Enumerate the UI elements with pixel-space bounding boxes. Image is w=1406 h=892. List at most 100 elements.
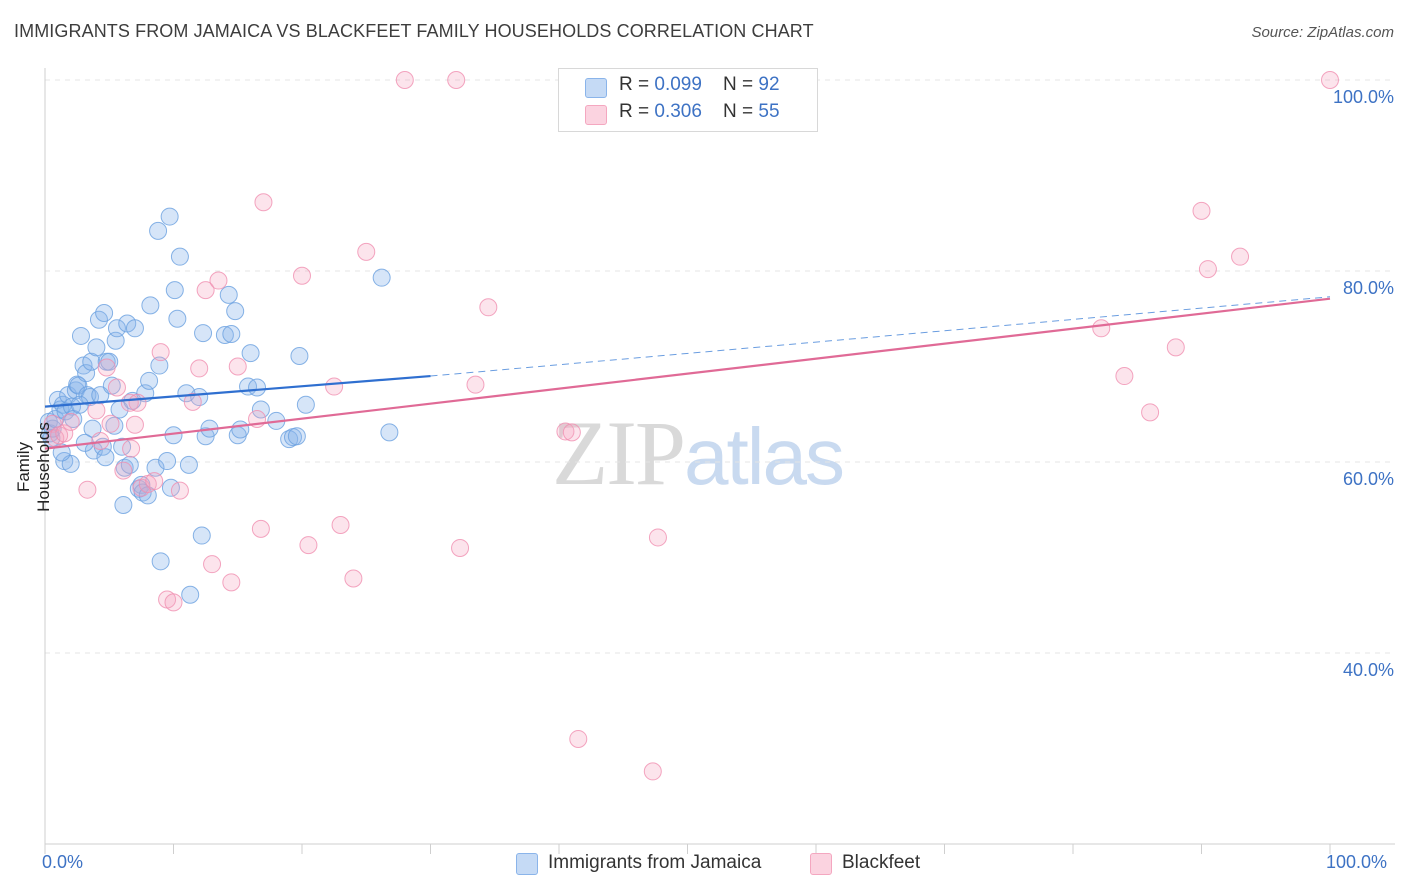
point-jamaica-19 [77, 364, 96, 383]
bottom-legend-swatch-jamaica [516, 853, 538, 875]
point-blackfeet-22 [170, 481, 189, 500]
point-blackfeet-55 [1231, 247, 1250, 266]
point-jamaica-76 [241, 344, 260, 363]
point-jamaica-37 [113, 437, 132, 456]
stats-legend: R = 0.099 N = 92 R = 0.306 N = 55 [558, 68, 818, 132]
watermark-zip: ZIP [552, 402, 686, 504]
point-jamaica-77 [248, 378, 267, 397]
point-blackfeet-54 [1198, 260, 1217, 279]
point-blackfeet-14 [125, 415, 144, 434]
point-blackfeet-31 [251, 519, 270, 538]
point-blackfeet-34 [299, 536, 318, 555]
point-blackfeet-25 [196, 281, 215, 300]
point-jamaica-58 [165, 281, 184, 300]
legend-r-label: R = [619, 74, 655, 95]
point-blackfeet-49 [1092, 319, 1111, 338]
point-blackfeet-51 [1141, 403, 1160, 422]
point-jamaica-60 [170, 247, 189, 266]
point-jamaica-42 [125, 319, 144, 338]
point-jamaica-66 [194, 324, 213, 343]
point-jamaica-48 [140, 371, 159, 390]
point-jamaica-49 [141, 296, 160, 315]
trendline-jamaica [44, 374, 431, 408]
watermark: ZIPatlas [552, 400, 845, 506]
point-blackfeet-32 [254, 193, 273, 212]
x-tick-label-min: 0.0% [42, 852, 84, 872]
legend-r-value: 0.306 [654, 101, 702, 122]
point-blackfeet-37 [344, 569, 363, 588]
legend-swatch-jamaica [585, 78, 607, 98]
legend-swatch-blackfeet [585, 105, 607, 125]
point-blackfeet-42 [466, 375, 485, 394]
point-blackfeet-0 [43, 414, 62, 433]
point-blackfeet-29 [228, 357, 247, 376]
point-blackfeet-43 [479, 298, 498, 317]
point-jamaica-69 [215, 325, 234, 344]
legend-r-value: 0.099 [654, 74, 702, 95]
point-blackfeet-5 [78, 480, 97, 499]
point-blackfeet-13 [122, 439, 141, 458]
point-jamaica-50 [146, 458, 165, 477]
point-jamaica-59 [168, 309, 187, 328]
y-axis-label: Family Households [14, 422, 53, 512]
point-blackfeet-23 [183, 392, 202, 411]
point-blackfeet-19 [151, 343, 170, 362]
point-blackfeet-47 [643, 762, 662, 781]
point-blackfeet-11 [114, 461, 133, 480]
point-blackfeet-18 [145, 472, 164, 491]
legend-n-value: 92 [758, 74, 780, 95]
point-blackfeet-26 [203, 555, 222, 574]
y-tick-label-60: 60.0% [1342, 469, 1394, 489]
point-blackfeet-36 [331, 516, 350, 535]
point-jamaica-53 [151, 552, 170, 571]
point-blackfeet-3 [55, 424, 74, 443]
point-blackfeet-45 [562, 423, 581, 442]
chart-title: IMMIGRANTS FROM JAMAICA VS BLACKFEET FAM… [14, 21, 814, 41]
legend-n-label: N = [723, 74, 759, 95]
point-jamaica-35 [107, 319, 126, 338]
point-jamaica-55 [160, 207, 179, 226]
point-jamaica-52 [150, 356, 169, 375]
point-blackfeet-44 [556, 422, 575, 441]
trendline-blackfeet [44, 297, 1331, 450]
point-jamaica-74 [231, 420, 250, 439]
point-blackfeet-50 [1115, 367, 1134, 386]
point-blackfeet-15 [128, 393, 147, 412]
legend-r-label: R = [619, 101, 655, 122]
point-blackfeet-10 [107, 378, 126, 397]
point-blackfeet-40 [447, 71, 466, 89]
point-jamaica-85 [372, 268, 391, 287]
point-jamaica-83 [290, 346, 309, 365]
point-blackfeet-39 [395, 71, 414, 89]
point-blackfeet-24 [190, 359, 209, 378]
point-blackfeet-28 [222, 573, 241, 592]
point-blackfeet-33 [293, 266, 311, 285]
point-blackfeet-48 [648, 528, 667, 547]
point-blackfeet-6 [87, 401, 106, 420]
point-blackfeet-41 [451, 538, 470, 557]
point-jamaica-88 [114, 495, 133, 514]
point-jamaica-64 [190, 388, 209, 407]
point-jamaica-54 [158, 452, 177, 471]
point-blackfeet-56 [1321, 71, 1339, 89]
point-jamaica-86 [380, 423, 399, 442]
bottom-legend-swatch-blackfeet [810, 853, 832, 875]
watermark-atlas: atlas [684, 412, 845, 501]
point-jamaica-63 [181, 585, 200, 604]
point-jamaica-62 [179, 455, 198, 474]
point-blackfeet-9 [101, 414, 120, 433]
y-tick-label-80: 80.0% [1342, 278, 1394, 298]
point-jamaica-51 [149, 221, 168, 240]
point-jamaica-70 [219, 285, 238, 304]
point-jamaica-84 [296, 395, 315, 414]
point-blackfeet-53 [1192, 201, 1211, 220]
point-jamaica-82 [287, 427, 306, 446]
y-tick-label-100: 100.0% [1332, 87, 1394, 107]
point-blackfeet-35 [325, 377, 344, 396]
point-jamaica-87 [96, 448, 115, 467]
point-jamaica-29 [95, 304, 114, 323]
point-jamaica-78 [251, 400, 270, 419]
chart-source: Source: ZipAtlas.com [1251, 24, 1394, 41]
point-blackfeet-38 [357, 242, 376, 261]
